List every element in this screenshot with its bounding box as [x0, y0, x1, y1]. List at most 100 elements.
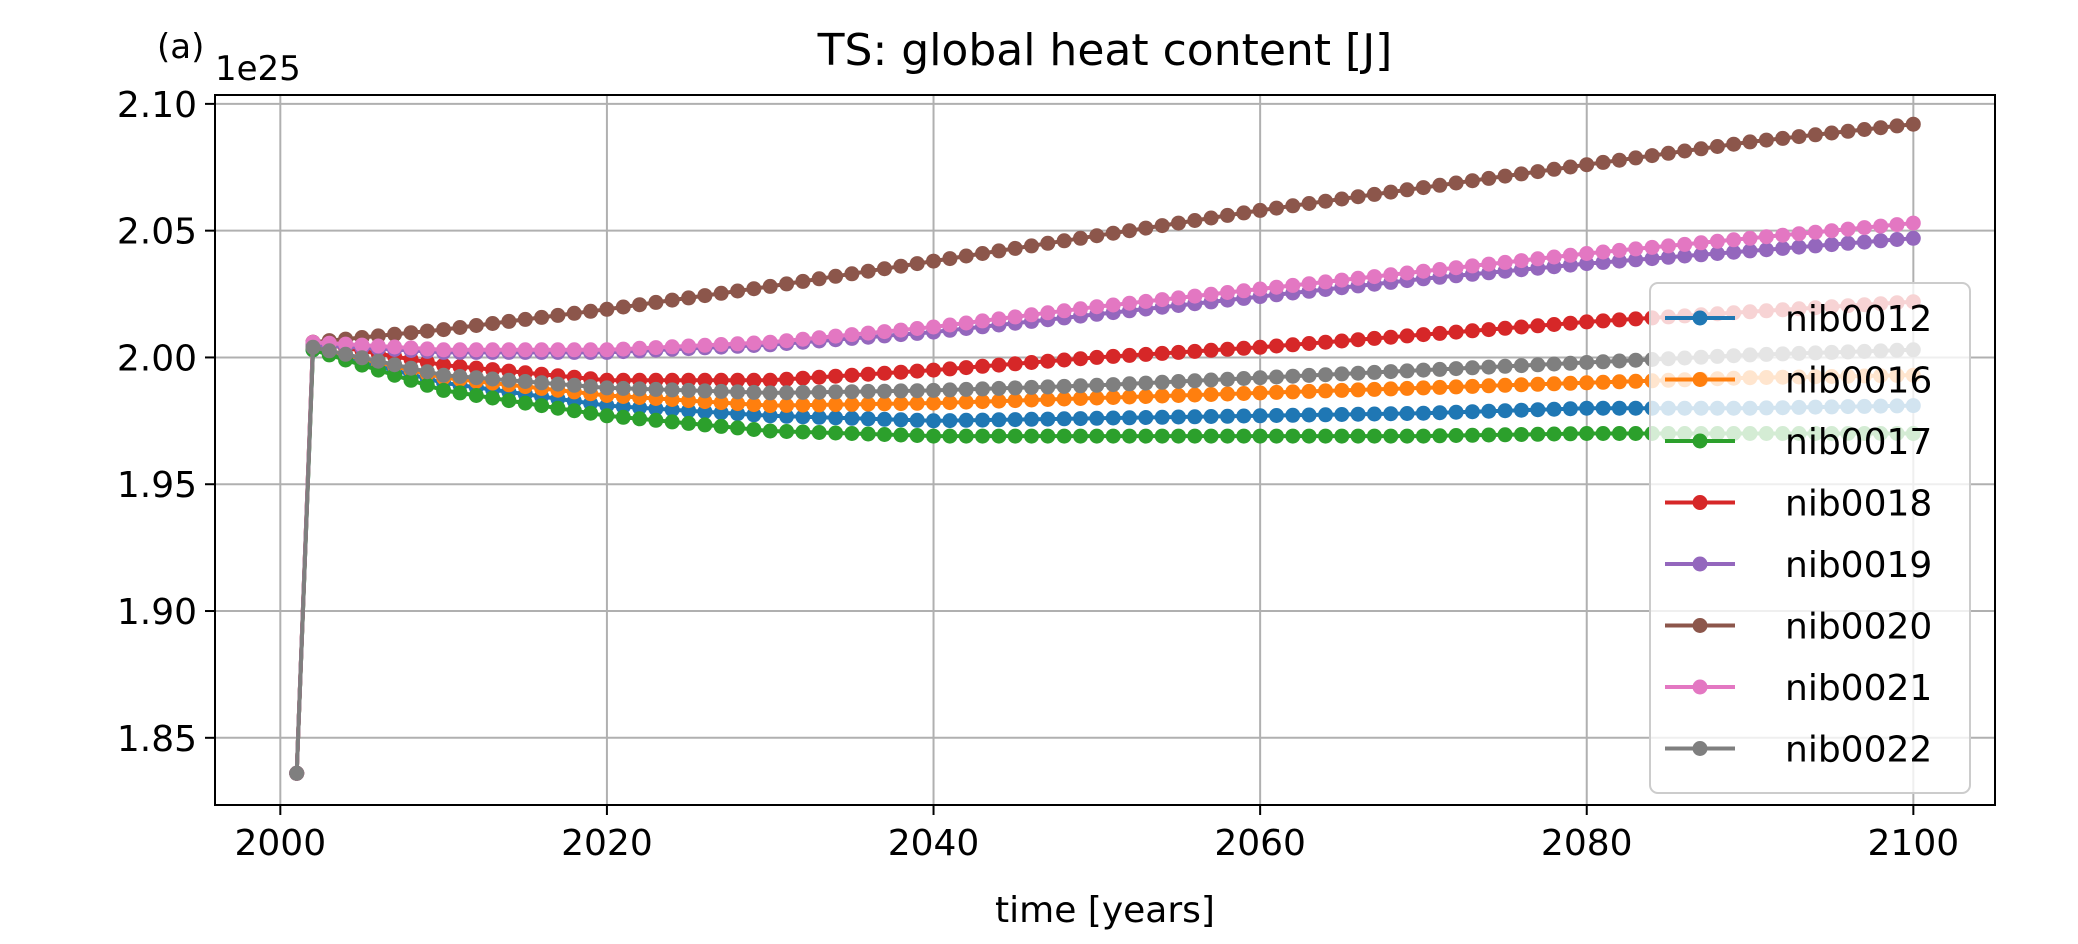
data-point	[1089, 428, 1105, 444]
data-point	[1252, 339, 1268, 355]
data-point	[746, 335, 762, 351]
data-point	[762, 334, 778, 350]
data-point	[1383, 406, 1399, 422]
data-point	[1073, 428, 1088, 444]
data-point	[1481, 170, 1497, 186]
data-point	[436, 322, 452, 338]
data-point	[681, 415, 697, 431]
legend: nib0012 nib0016 nib0017 nib0018 nib0019 nib00…	[1649, 282, 1971, 794]
data-point	[795, 370, 811, 386]
data-point	[1611, 242, 1627, 258]
data-point	[860, 396, 876, 412]
data-point	[926, 428, 941, 444]
legend-entry: nib0017	[1665, 422, 1932, 463]
data-point	[1481, 256, 1497, 272]
data-point	[1285, 384, 1301, 400]
legend-entry: nib0020	[1665, 607, 1932, 648]
data-point	[1889, 217, 1905, 233]
data-point	[1644, 251, 1660, 267]
data-point	[828, 268, 844, 284]
data-point	[779, 385, 795, 401]
legend-label: nib0019	[1785, 545, 1932, 586]
data-point	[1840, 123, 1856, 139]
data-point	[697, 337, 713, 353]
data-point	[1269, 384, 1284, 400]
data-point	[1252, 408, 1268, 424]
data-point	[1824, 237, 1840, 253]
data-point	[1089, 390, 1105, 406]
data-point	[1693, 247, 1709, 263]
data-point	[1073, 411, 1088, 427]
series-line	[294, 344, 1914, 774]
data-point	[403, 340, 419, 356]
data-point	[1758, 242, 1774, 258]
data-point	[1334, 382, 1350, 398]
data-point	[1056, 233, 1072, 249]
data-point	[1464, 173, 1480, 189]
x-tick-label: 2040	[888, 823, 980, 864]
data-point	[1252, 385, 1268, 401]
data-point	[975, 428, 990, 444]
data-point	[1905, 215, 1921, 231]
data-point	[1383, 428, 1399, 444]
data-point	[1154, 345, 1170, 361]
data-point	[1579, 314, 1595, 330]
data-point	[1677, 248, 1693, 264]
data-point	[1334, 428, 1350, 444]
data-point	[1334, 407, 1350, 422]
data-point	[828, 328, 844, 344]
data-point	[517, 374, 533, 389]
data-point	[321, 343, 337, 359]
data-point	[844, 396, 860, 412]
data-point	[1366, 330, 1382, 346]
data-point	[338, 346, 354, 362]
data-point	[1301, 196, 1317, 211]
data-point	[1693, 141, 1709, 157]
data-point	[811, 409, 827, 425]
data-point	[1432, 405, 1448, 421]
data-point	[1073, 301, 1088, 317]
data-point	[1171, 215, 1186, 231]
data-point	[1726, 232, 1742, 248]
data-point	[1628, 241, 1644, 257]
data-point	[779, 371, 795, 387]
data-point	[1154, 374, 1170, 390]
data-point	[1171, 344, 1186, 360]
data-point	[370, 338, 386, 354]
data-point	[1203, 286, 1219, 302]
data-point	[1628, 252, 1644, 268]
data-point	[1497, 358, 1513, 374]
data-point	[1236, 205, 1252, 221]
data-point	[713, 383, 729, 399]
data-point	[860, 383, 876, 399]
data-point	[844, 367, 860, 383]
data-point	[926, 413, 941, 429]
data-point	[1301, 383, 1317, 399]
data-point	[1056, 411, 1072, 427]
data-point	[697, 417, 713, 433]
data-point	[1187, 409, 1203, 425]
series-line	[294, 122, 1914, 774]
data-point	[1448, 175, 1464, 191]
data-point	[1122, 428, 1137, 444]
legend-box	[1649, 282, 1971, 794]
data-point	[893, 258, 909, 274]
data-point	[1350, 382, 1366, 398]
data-point	[1138, 428, 1154, 444]
data-point	[1595, 374, 1611, 390]
data-point	[1334, 191, 1350, 207]
data-point	[1595, 154, 1611, 170]
data-point	[1481, 378, 1497, 394]
data-point	[387, 367, 403, 383]
data-point	[1513, 358, 1529, 374]
data-point	[599, 408, 615, 424]
data-point	[1236, 428, 1252, 444]
data-point	[1056, 428, 1072, 444]
data-point	[403, 372, 419, 388]
data-point	[1856, 122, 1872, 137]
data-point	[942, 395, 958, 411]
data-point	[1628, 426, 1644, 441]
data-point	[648, 381, 664, 397]
data-point	[713, 418, 729, 434]
data-point	[1856, 234, 1872, 250]
